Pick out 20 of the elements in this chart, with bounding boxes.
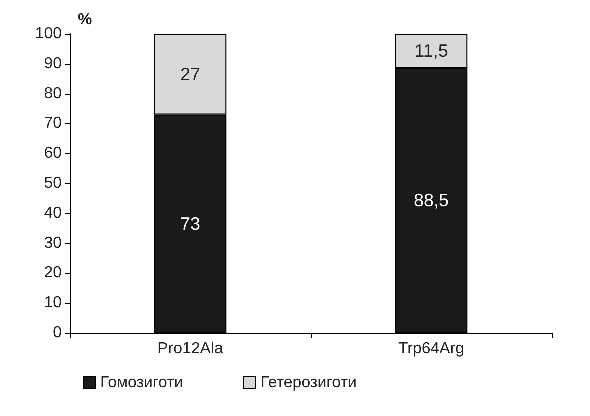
data-label: 88,5 <box>414 190 450 211</box>
y-tick-label: 0 <box>53 324 62 342</box>
y-tick-label: 40 <box>44 204 62 222</box>
legend-label: Гомозиготи <box>100 374 184 392</box>
y-tick-label: 80 <box>44 85 62 102</box>
x-tick-label: Pro12Ala <box>158 340 224 358</box>
y-tick-label: 60 <box>44 145 62 162</box>
y-axis-title: % <box>78 12 92 28</box>
data-label: 27 <box>180 64 201 84</box>
y-tick-label: 50 <box>44 175 62 192</box>
legend-label: Гетерозиготи <box>260 374 357 392</box>
y-tick-label: 20 <box>44 264 62 282</box>
y-tick-label: 30 <box>44 234 62 252</box>
data-label: 73 <box>180 214 201 234</box>
y-tick-label: 90 <box>44 55 62 72</box>
data-label: 11,5 <box>414 41 448 62</box>
y-tick-label: 10 <box>44 294 62 312</box>
y-tick-label: 100 <box>35 26 62 42</box>
x-tick-label: Trp64Arg <box>398 340 465 358</box>
y-tick-label: 70 <box>44 115 62 132</box>
